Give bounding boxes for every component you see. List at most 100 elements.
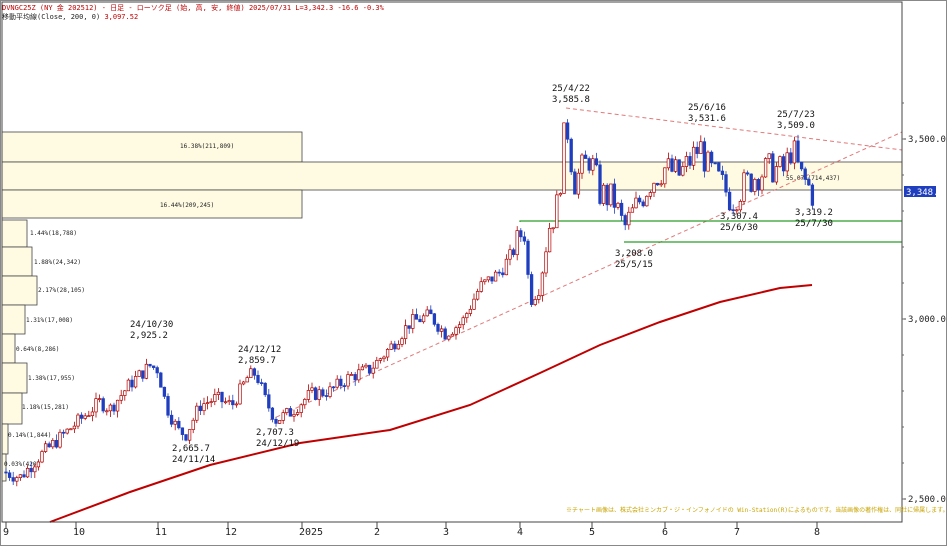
annotation-4-line2: 3,585.8 (552, 95, 590, 105)
candle-body (691, 146, 696, 166)
candle-body (432, 313, 437, 325)
volume-profile-bar-3 (1, 219, 28, 248)
candle-body (371, 367, 375, 374)
annotation-6-line2: 3,531.6 (688, 114, 726, 124)
candle-body (594, 158, 599, 166)
candle-body (177, 420, 181, 429)
candle-body (90, 411, 95, 417)
candle-body (508, 249, 512, 260)
candles (4, 119, 815, 487)
candle-body (598, 164, 602, 204)
candle-body (648, 192, 653, 197)
ma-200-line (49, 284, 813, 523)
candle-body (493, 271, 498, 282)
candle-body (457, 324, 462, 329)
candle-body (396, 344, 401, 350)
candle-body (490, 276, 494, 282)
y-tick-label-0: 2,500.0 (908, 495, 946, 505)
candle-body (515, 230, 519, 256)
annotation-7-line2: 25/6/30 (720, 223, 758, 233)
candle-body (565, 122, 570, 140)
candle-body (522, 236, 527, 242)
candle-body (537, 295, 541, 300)
candle-body (205, 402, 210, 404)
annotation-5-line2: 25/5/15 (615, 260, 653, 270)
y-tick-label-2: 3,500.0 (908, 135, 946, 145)
candle-body (303, 399, 307, 406)
candle-body (540, 272, 545, 296)
candle-body (101, 398, 105, 412)
candle-body (652, 182, 656, 193)
candle-body (796, 140, 800, 163)
volume-profile-bar-10 (1, 423, 9, 455)
candle-body (425, 309, 429, 317)
candle-body (119, 395, 123, 401)
volume-profile-label-4: 1.88%(24,342) (34, 259, 81, 266)
candle-body (51, 440, 55, 448)
candle-body (630, 207, 635, 213)
candle-body (511, 249, 516, 256)
price-annotations: 24/10/302,925.22,665.724/11/1424/12/122,… (130, 84, 833, 465)
candle-body (738, 201, 743, 211)
candle-body (688, 156, 692, 166)
candle-body (727, 191, 732, 211)
candle-body (259, 382, 264, 384)
candle-body (227, 400, 231, 403)
candle-body (627, 211, 631, 226)
candle-body (47, 443, 51, 448)
candle-body (551, 227, 555, 230)
candle-body (184, 434, 188, 441)
candle-body (97, 398, 102, 400)
annotation-8-line2: 3,509.0 (777, 121, 815, 131)
volume-profile-bar-8 (1, 362, 28, 394)
candle-body (533, 299, 537, 305)
volume-profile-label-0: 16.38%(211,809) (180, 143, 234, 150)
candle-body (443, 328, 447, 340)
last-price-marker: 3,348.6 (904, 186, 944, 198)
resistance-trendline (565, 107, 903, 151)
candle-body (108, 404, 113, 412)
candle-body (137, 370, 141, 377)
annotation-2-line1: 24/12/12 (238, 345, 281, 355)
candle-body (763, 158, 768, 178)
candle-body (519, 230, 523, 238)
volume-profile-bar-2 (1, 189, 303, 219)
x-tick-label-6: 3 (443, 527, 449, 538)
quote-line: 2025/07/31 L=3,342.3 -16.6 -0.3% (248, 4, 384, 12)
candle-body (378, 358, 383, 361)
candle-body (619, 202, 624, 216)
candle-body (684, 156, 689, 167)
candle-body (209, 401, 213, 403)
candle-body (724, 174, 728, 193)
candle-body (749, 173, 753, 192)
candle-body (364, 364, 368, 368)
symbol-line: DVNGC25Z (NY 金 202512) - 日足 - ローソク足 (始, … (2, 4, 245, 12)
ma-value: 3,097.52 (104, 13, 139, 21)
candle-body (133, 376, 138, 388)
annotation-8-line1: 25/7/23 (777, 110, 815, 120)
candle-body (771, 153, 775, 183)
candle-body (483, 279, 487, 283)
candle-body (321, 389, 325, 396)
annotation-1-line1: 2,665.7 (172, 444, 210, 454)
candle-body (29, 467, 33, 473)
candle-body (22, 474, 26, 478)
candle-body (141, 370, 145, 379)
candle-body (65, 428, 69, 434)
candle-body (637, 197, 642, 203)
candle-body (789, 152, 793, 164)
candle-body (328, 386, 332, 397)
candle-body (249, 368, 253, 378)
candle-body (663, 167, 667, 185)
candle-body (169, 414, 174, 425)
candle-body (609, 183, 613, 206)
annotation-3-line2: 24/12/19 (256, 439, 299, 449)
ma-label: 移動平均線(Close, 200, 0) (2, 13, 101, 21)
candle-body (681, 166, 685, 176)
candle-body (569, 138, 573, 173)
candle-body (421, 315, 426, 323)
candle-body (148, 363, 152, 367)
candle-body (526, 240, 530, 275)
candle-body (385, 349, 390, 358)
